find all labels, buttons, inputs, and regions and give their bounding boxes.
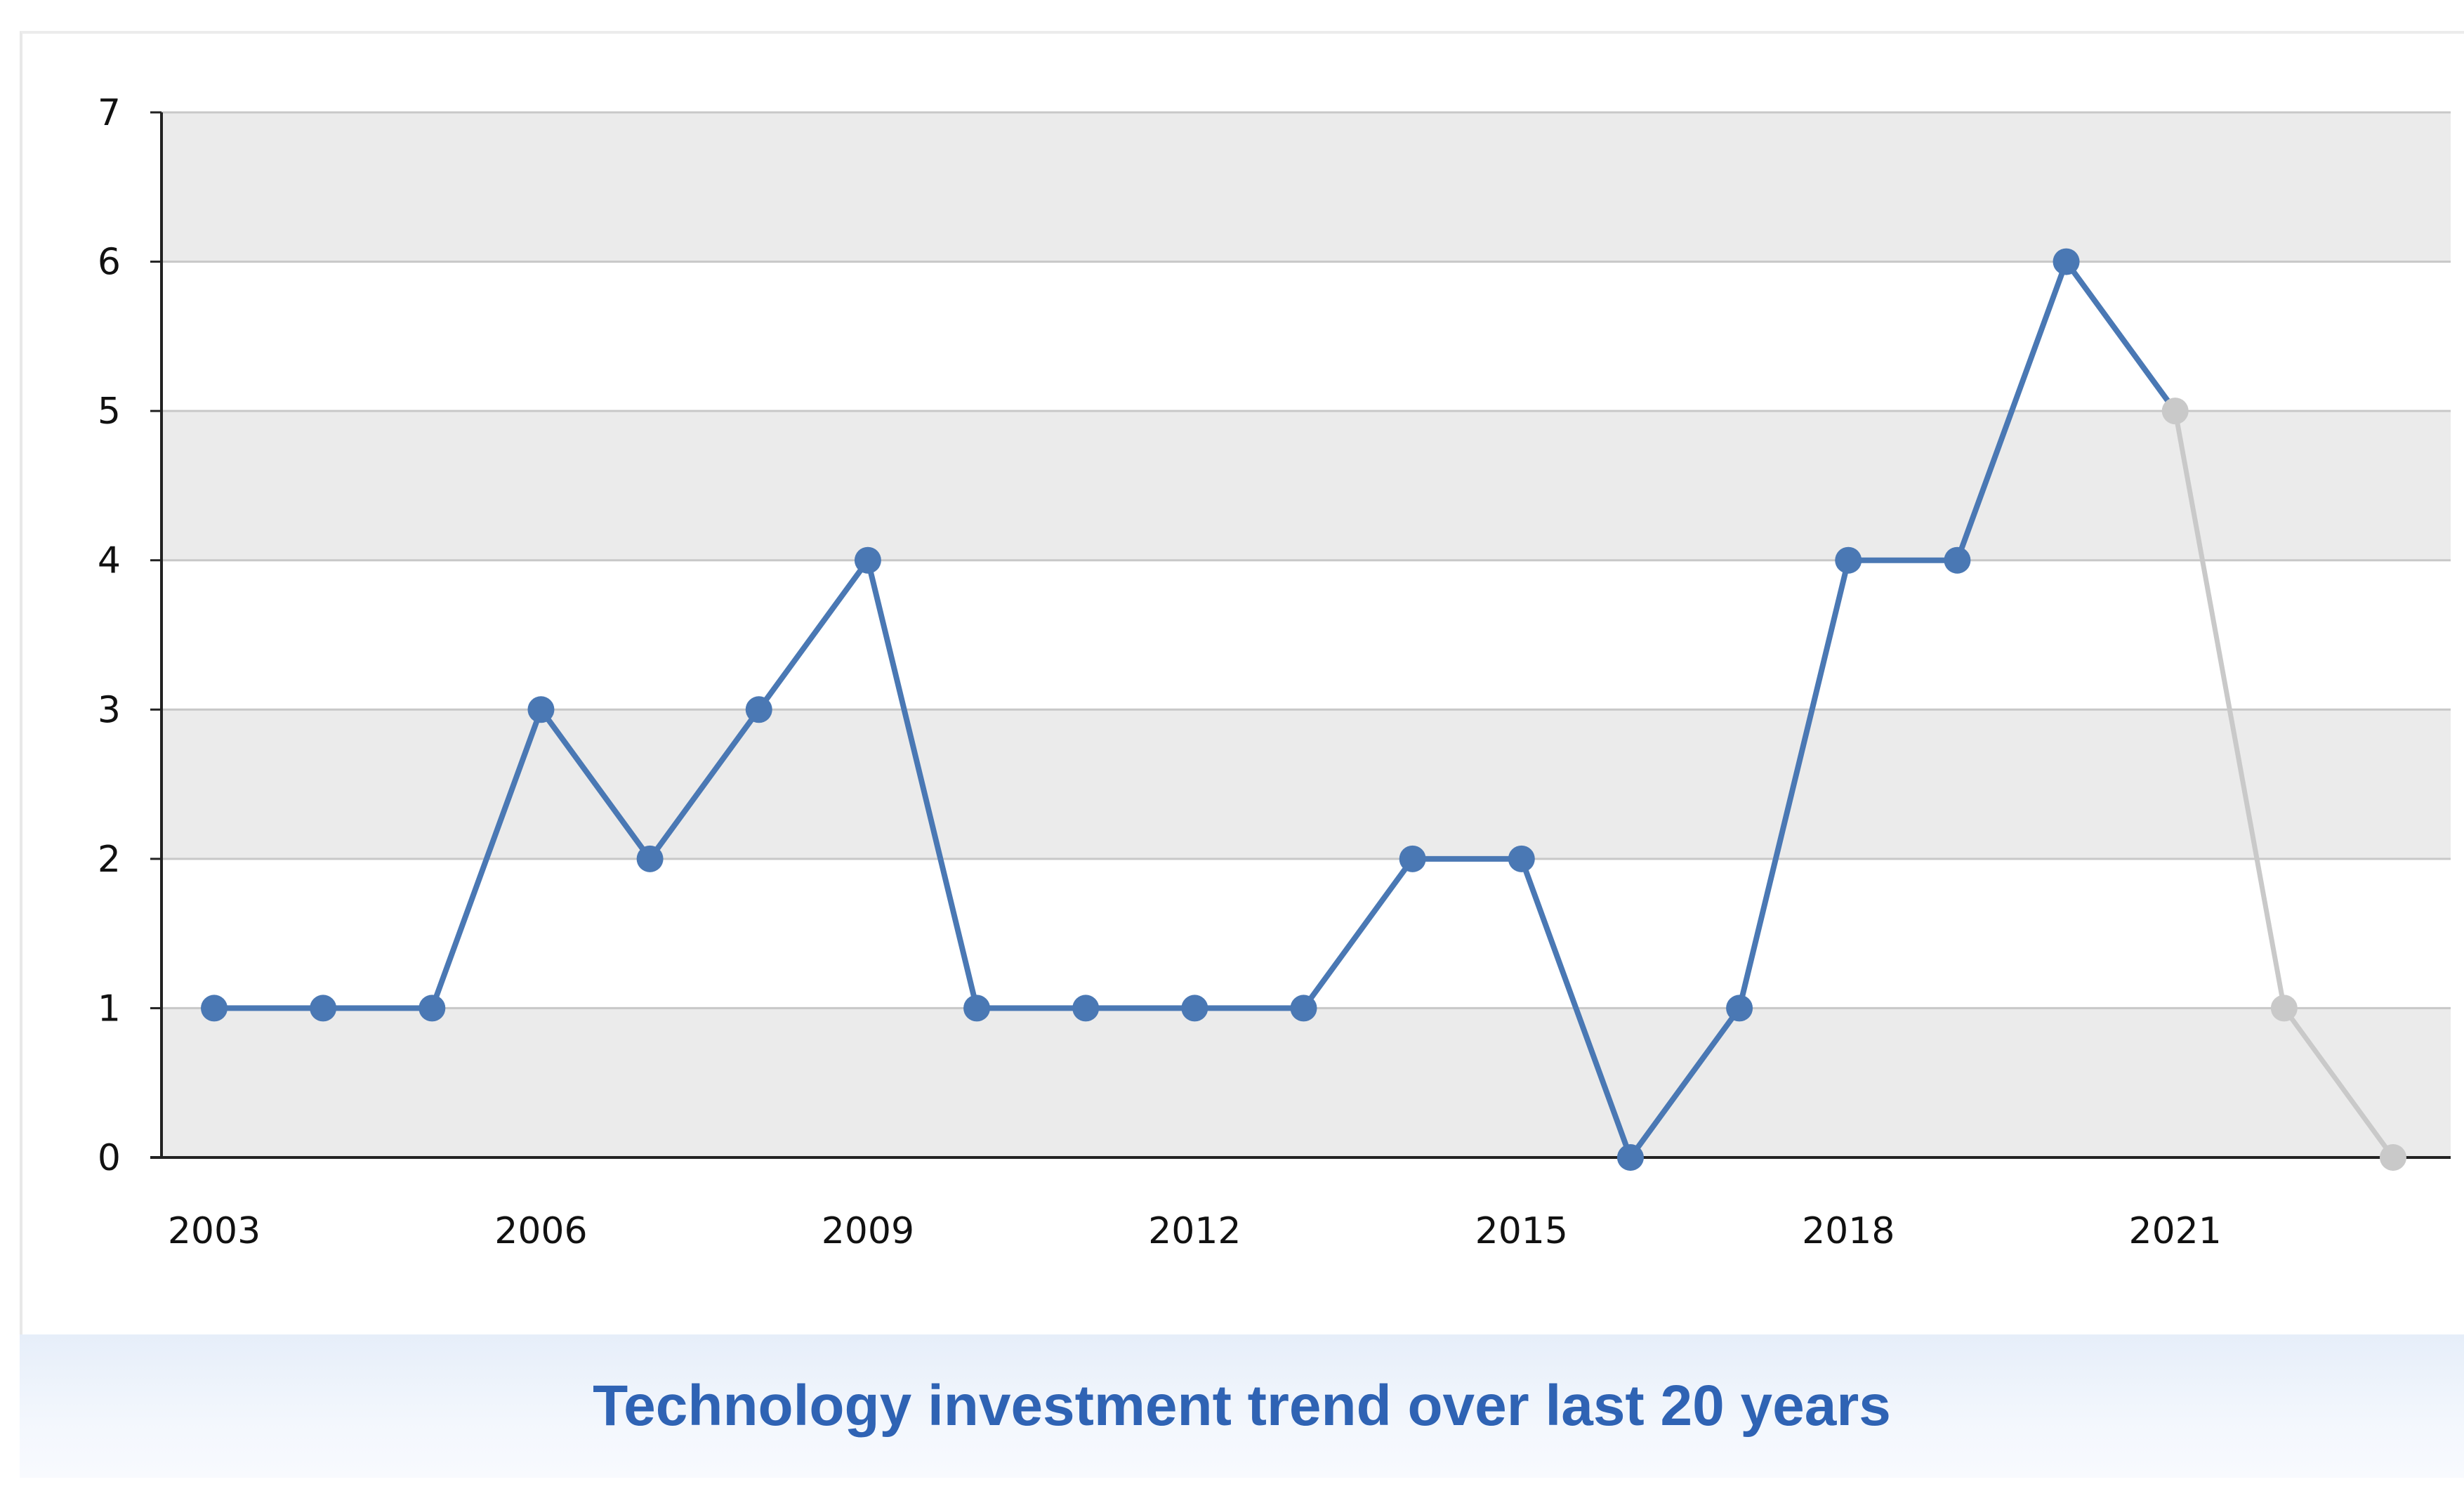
data-point xyxy=(1290,995,1317,1022)
x-tick-label: 2009 xyxy=(822,1210,914,1252)
data-point xyxy=(1944,546,1971,574)
y-tick-label: 6 xyxy=(98,242,121,284)
projected-data-point xyxy=(2161,398,2189,425)
data-point xyxy=(636,845,664,872)
data-point xyxy=(745,696,772,723)
y-tick-label: 0 xyxy=(98,1137,121,1179)
projected-data-point xyxy=(2270,995,2298,1022)
plot-bands xyxy=(162,112,2451,1157)
data-point xyxy=(1181,995,1208,1022)
y-tick-label: 2 xyxy=(98,839,121,881)
data-point xyxy=(1508,845,1535,872)
data-point xyxy=(201,995,228,1022)
x-tick-labels: 2003 2006 2009 2012 2015 2018 2021 xyxy=(168,1210,2222,1252)
caption-bar: Technology investment trend over last 20… xyxy=(20,1334,2464,1478)
y-tick-label: 5 xyxy=(98,391,121,433)
chart-caption: Technology investment trend over last 20… xyxy=(593,1374,1891,1438)
data-point xyxy=(1399,845,1426,872)
data-point xyxy=(1835,546,1862,574)
x-tick-label: 2003 xyxy=(168,1210,261,1252)
y-tick-label: 1 xyxy=(98,988,121,1030)
y-tick-label: 7 xyxy=(98,92,121,134)
plot-band xyxy=(162,1008,2451,1157)
data-point xyxy=(1616,1144,1644,1171)
y-tick-label: 4 xyxy=(98,540,121,582)
data-point xyxy=(527,696,555,723)
data-point xyxy=(310,995,337,1022)
projected-data-point xyxy=(2380,1144,2406,1171)
data-points xyxy=(201,248,2406,1171)
data-point xyxy=(963,995,991,1022)
x-tick-label: 2018 xyxy=(1802,1210,1895,1252)
data-point xyxy=(1726,995,1753,1022)
plot-band xyxy=(162,112,2451,262)
axes xyxy=(150,111,2451,1159)
plot-band xyxy=(162,411,2451,560)
data-point xyxy=(1072,995,1100,1022)
plot-band xyxy=(162,709,2451,859)
y-tick-labels: 0 1 2 3 4 5 6 7 xyxy=(98,92,121,1179)
data-point xyxy=(854,546,881,574)
x-tick-label: 2012 xyxy=(1148,1210,1241,1252)
data-point xyxy=(419,995,446,1022)
x-tick-label: 2015 xyxy=(1475,1210,1568,1252)
x-tick-label: 2006 xyxy=(494,1210,587,1252)
x-tick-label: 2021 xyxy=(2129,1210,2222,1252)
data-point xyxy=(2053,248,2080,275)
y-tick-label: 3 xyxy=(98,689,121,731)
